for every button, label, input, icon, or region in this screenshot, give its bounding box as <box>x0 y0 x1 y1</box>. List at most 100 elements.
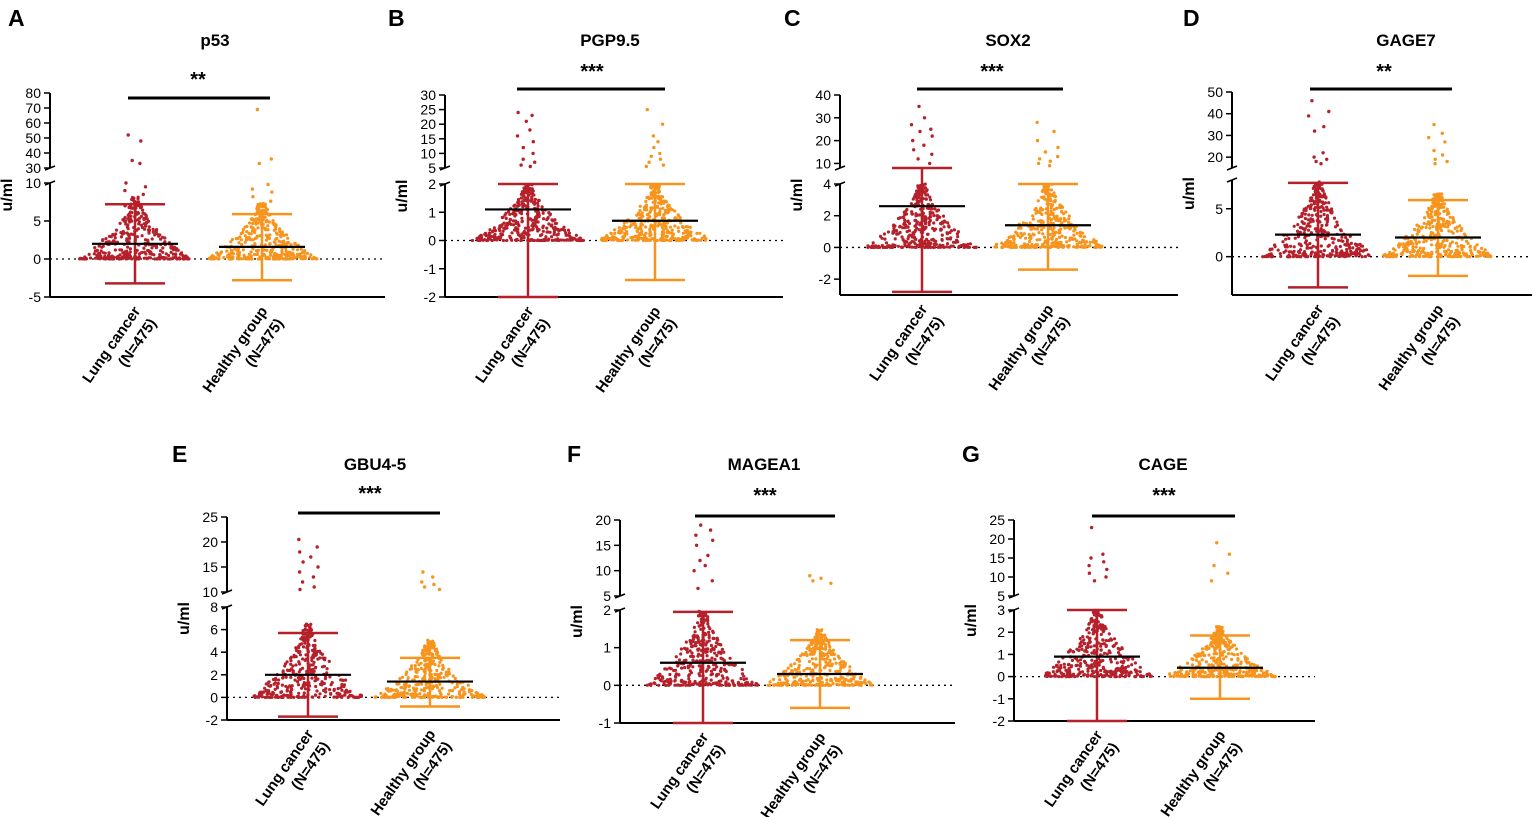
data-point <box>330 681 334 685</box>
data-point <box>1408 255 1412 259</box>
data-point <box>462 687 466 691</box>
data-point <box>910 245 914 249</box>
data-point <box>1305 246 1309 250</box>
data-point <box>407 684 411 688</box>
data-point <box>140 234 144 238</box>
data-point <box>423 668 427 672</box>
data-point <box>126 133 130 137</box>
data-point <box>1086 645 1090 650</box>
data-point <box>644 225 648 229</box>
data-point <box>804 683 808 687</box>
data-point <box>1078 664 1082 668</box>
data-point <box>713 651 717 655</box>
data-point <box>1055 214 1059 218</box>
data-point <box>432 582 436 587</box>
data-point <box>1447 211 1451 215</box>
data-point <box>313 638 317 643</box>
data-point <box>1402 248 1406 252</box>
data-point <box>266 182 270 187</box>
data-point <box>1344 254 1348 258</box>
data-point <box>1443 253 1447 257</box>
data-point <box>1053 240 1057 244</box>
data-point <box>931 211 935 215</box>
data-point <box>1483 248 1487 252</box>
data-point <box>814 657 818 661</box>
data-point <box>314 678 318 683</box>
data-point <box>930 152 934 156</box>
data-point <box>265 695 269 699</box>
data-point <box>789 663 793 667</box>
data-point <box>1056 154 1060 159</box>
data-point <box>924 221 928 225</box>
y-tick-label: -2 <box>424 289 437 305</box>
data-point <box>661 222 665 226</box>
data-point <box>684 683 688 687</box>
data-point <box>284 249 288 253</box>
data-point <box>148 256 153 260</box>
data-point <box>1053 200 1057 204</box>
data-point <box>178 252 183 256</box>
data-point <box>817 630 821 634</box>
data-point <box>545 226 549 230</box>
data-point <box>448 689 452 693</box>
data-point <box>1000 245 1004 249</box>
data-point <box>1417 229 1421 234</box>
data-point <box>1118 647 1122 652</box>
data-point <box>1054 230 1058 234</box>
y-tick-label: 0 <box>33 251 41 267</box>
data-point <box>446 692 451 696</box>
data-point <box>722 650 726 654</box>
data-point <box>267 236 271 241</box>
data-point <box>1270 255 1274 259</box>
data-point <box>447 667 451 672</box>
data-point <box>126 217 130 221</box>
data-point <box>530 195 534 199</box>
data-point <box>689 671 694 675</box>
data-point <box>912 148 916 152</box>
data-point <box>320 683 324 687</box>
data-point <box>1086 244 1090 248</box>
y-tick-label: 1 <box>997 646 1005 662</box>
data-point <box>247 257 252 261</box>
data-point <box>522 198 526 202</box>
data-point <box>268 233 272 237</box>
data-point <box>661 199 666 203</box>
data-point <box>1325 223 1329 227</box>
data-point <box>303 628 307 632</box>
data-point <box>719 679 723 683</box>
data-point <box>1391 247 1396 251</box>
data-point <box>1078 234 1082 238</box>
data-point <box>263 202 267 206</box>
data-point <box>521 202 526 206</box>
data-point <box>340 695 344 700</box>
data-point <box>671 232 676 236</box>
data-point <box>98 256 102 260</box>
panel-title: p53 <box>200 31 229 50</box>
data-point <box>797 678 802 682</box>
data-point <box>719 643 723 647</box>
data-point <box>517 203 521 207</box>
data-point <box>611 238 616 242</box>
data-point <box>1322 248 1326 253</box>
data-point <box>621 226 625 231</box>
data-point <box>827 642 831 647</box>
data-point <box>259 690 263 694</box>
data-point <box>668 225 673 229</box>
data-point <box>1298 230 1302 234</box>
data-point <box>294 646 298 650</box>
data-point <box>851 683 856 687</box>
data-point <box>1115 661 1119 665</box>
data-point <box>704 681 708 685</box>
data-point <box>808 574 812 578</box>
data-point <box>300 642 304 646</box>
data-point <box>550 235 554 239</box>
data-point <box>255 210 259 214</box>
data-point <box>649 208 653 212</box>
data-point <box>247 221 252 225</box>
data-point <box>693 630 697 634</box>
data-point <box>683 666 687 670</box>
data-point <box>344 678 348 682</box>
data-point <box>264 682 268 686</box>
data-point <box>271 221 275 225</box>
